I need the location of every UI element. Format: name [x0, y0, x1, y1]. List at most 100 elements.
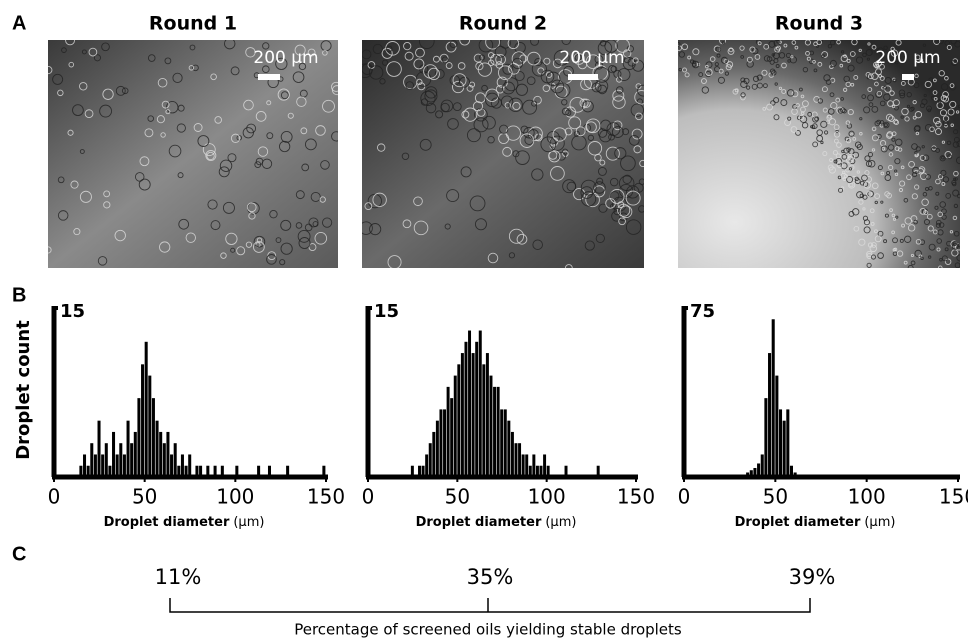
droplet: [287, 112, 294, 119]
droplet: [381, 47, 393, 59]
droplet: [381, 59, 389, 66]
droplet: [811, 125, 816, 130]
droplet: [812, 59, 816, 64]
droplet: [469, 81, 476, 88]
droplet: [841, 170, 846, 175]
droplet: [778, 86, 783, 90]
droplet: [246, 202, 257, 213]
bar: [90, 443, 94, 477]
droplet: [210, 73, 217, 81]
droplet: [367, 61, 376, 69]
droplet: [434, 68, 445, 79]
droplet: [862, 207, 866, 211]
droplet: [854, 141, 862, 148]
droplet: [838, 187, 844, 193]
droplet: [827, 43, 833, 49]
droplet: [912, 115, 917, 120]
droplet: [230, 247, 236, 253]
droplet: [262, 65, 270, 73]
droplet: [705, 64, 709, 69]
droplet: [892, 237, 898, 244]
droplet: [705, 61, 713, 69]
droplet: [956, 140, 960, 147]
droplet: [816, 129, 823, 136]
droplet: [114, 229, 126, 242]
droplet: [248, 212, 256, 220]
droplet: [763, 55, 771, 62]
droplet: [933, 78, 937, 83]
bar: [450, 398, 454, 477]
droplet: [876, 133, 882, 139]
droplet: [298, 237, 311, 250]
droplet: [942, 91, 949, 98]
scale-bar: [568, 74, 598, 80]
droplet: [253, 235, 266, 248]
droplet: [546, 71, 561, 87]
droplet: [386, 61, 402, 77]
droplet: [81, 49, 87, 55]
droplet: [808, 58, 815, 65]
droplet: [68, 61, 75, 68]
droplet: [837, 108, 844, 114]
droplet: [597, 40, 613, 56]
droplet: [715, 46, 722, 53]
droplet: [867, 94, 874, 102]
droplet: [941, 155, 945, 160]
droplet: [952, 215, 958, 221]
droplet: [139, 156, 150, 167]
bar: [771, 319, 775, 477]
droplet: [843, 75, 850, 83]
droplet: [279, 140, 291, 153]
bar: [130, 443, 134, 477]
droplet: [103, 201, 111, 209]
droplet: [900, 165, 905, 170]
droplet: [771, 70, 777, 76]
droplet: [867, 190, 874, 198]
droplet: [891, 131, 897, 137]
droplet: [850, 82, 855, 87]
droplet: [723, 58, 729, 64]
droplet: [618, 217, 626, 226]
droplet: [435, 110, 444, 119]
droplet: [413, 220, 429, 236]
droplet: [923, 93, 927, 98]
droplet: [836, 40, 841, 45]
droplet: [740, 92, 746, 98]
droplet: [577, 59, 588, 70]
droplet: [413, 196, 423, 207]
bar: [782, 420, 786, 477]
droplet: [775, 64, 780, 69]
droplet: [891, 104, 896, 109]
droplet: [915, 239, 922, 245]
droplet: [372, 43, 383, 55]
droplet: [115, 85, 126, 96]
droplet: [906, 174, 912, 181]
droplet: [816, 40, 822, 46]
droplet: [160, 132, 166, 138]
percentage: 11%: [155, 565, 202, 589]
droplet: [853, 75, 859, 80]
droplet: [475, 62, 484, 71]
droplet: [52, 73, 64, 85]
droplet: [564, 127, 573, 136]
scale-label: 200 µm: [253, 48, 318, 68]
droplet: [485, 88, 499, 103]
x-axis-label-unit: (µm): [864, 515, 895, 530]
bar: [267, 465, 271, 477]
droplet: [895, 215, 899, 219]
droplet: [935, 121, 942, 128]
droplet: [835, 157, 843, 165]
bar: [460, 353, 464, 477]
droplet: [70, 180, 79, 189]
droplet: [466, 84, 474, 92]
droplet: [871, 44, 877, 50]
droplet: [472, 101, 484, 112]
droplet: [937, 229, 944, 236]
droplet: [889, 90, 895, 96]
droplet: [813, 96, 821, 103]
droplet: [478, 40, 494, 53]
droplet: [945, 193, 952, 199]
droplet: [497, 65, 513, 80]
droplet: [953, 203, 959, 209]
droplet: [946, 140, 952, 146]
